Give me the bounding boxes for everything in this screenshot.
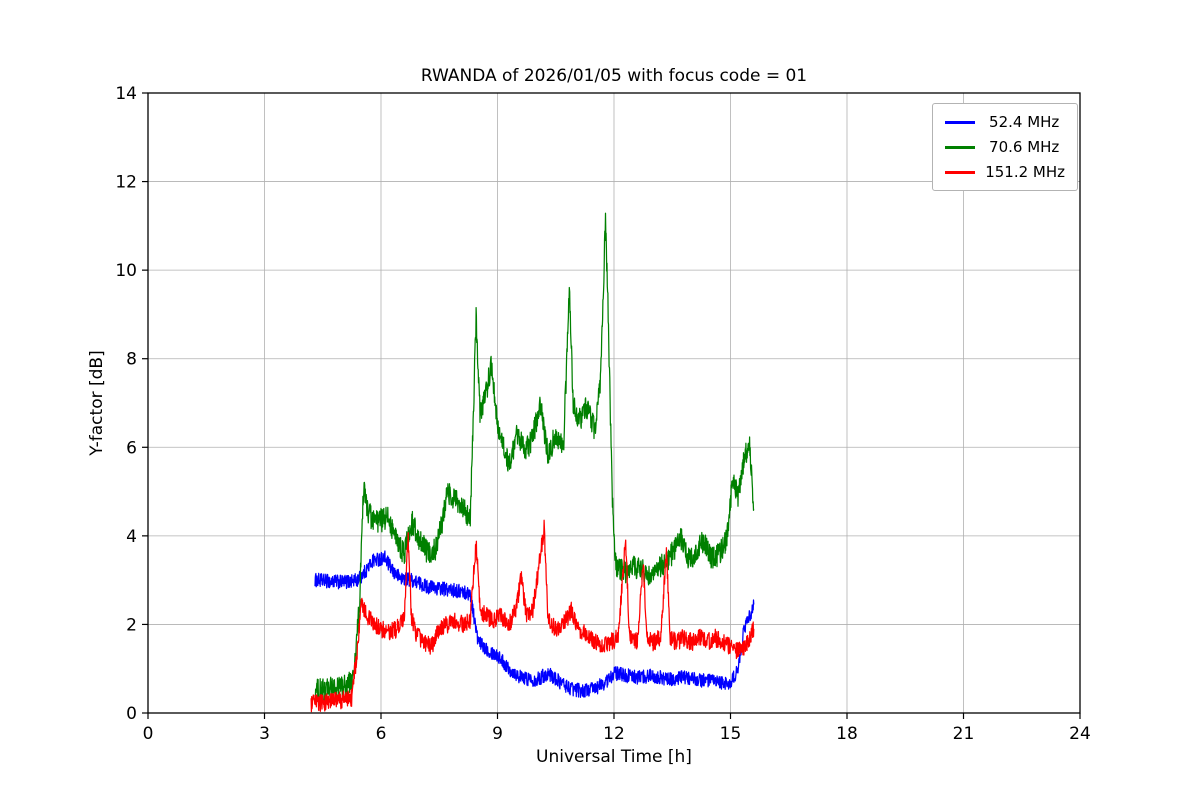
legend-label: 52.4 MHz (989, 113, 1060, 131)
y-tick-label: 2 (126, 615, 137, 635)
x-tick-label: 12 (603, 724, 625, 744)
legend-line-swatch (945, 120, 976, 124)
legend-item: 151.2 MHz (945, 163, 1065, 181)
x-tick-label: 24 (1069, 724, 1091, 744)
axes-border (147, 92, 1081, 714)
y-tick-label: 4 (126, 527, 137, 547)
chart-title: RWANDA of 2026/01/05 with focus code = 0… (420, 66, 808, 86)
series-line-52-4-mhz (314, 550, 755, 699)
y-tick-label: 10 (115, 261, 137, 281)
y-tick-label: 6 (126, 438, 137, 458)
legend-label: 151.2 MHz (985, 163, 1065, 181)
legend-line-swatch (945, 170, 976, 174)
y-tick-label: 14 (115, 84, 137, 104)
x-tick-label: 0 (143, 724, 154, 744)
x-axis-label: Universal Time [h] (536, 747, 692, 767)
legend: 52.4 MHz 70.6 MHz 151.2 MHz (932, 103, 1078, 191)
legend-label: 70.6 MHz (989, 138, 1060, 156)
x-tick-label: 3 (259, 724, 270, 744)
legend-line-swatch (945, 145, 976, 149)
x-tick-label: 15 (720, 724, 742, 744)
x-tick-label: 21 (953, 724, 975, 744)
series-line-70-6-mhz (314, 212, 755, 703)
x-tick-label: 9 (492, 724, 503, 744)
legend-item: 70.6 MHz (945, 138, 1065, 156)
y-tick-label: 12 (115, 173, 137, 193)
x-tick-label: 18 (836, 724, 858, 744)
y-tick-label: 8 (126, 350, 137, 370)
x-tick-label: 6 (376, 724, 387, 744)
y-tick-label: 0 (126, 704, 137, 724)
legend-item: 52.4 MHz (945, 113, 1065, 131)
series-line-151-2-mhz (310, 519, 755, 713)
